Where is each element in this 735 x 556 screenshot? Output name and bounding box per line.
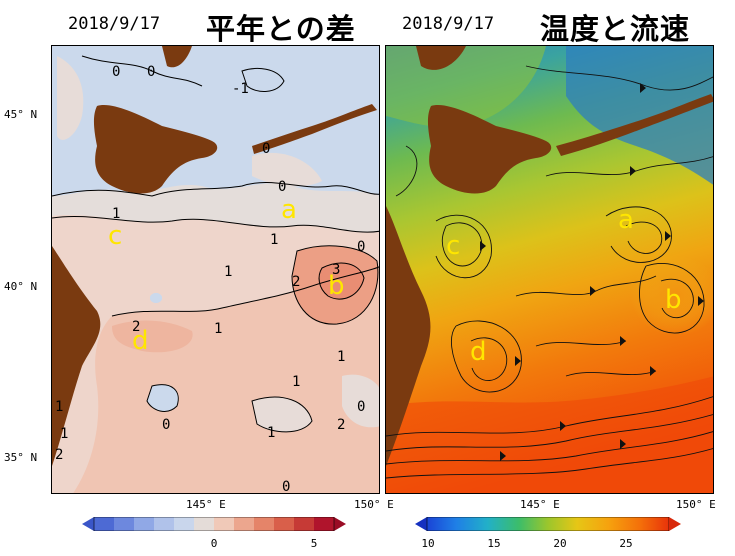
warm-area-level3-b <box>319 263 364 300</box>
region-label-b: b <box>665 285 682 315</box>
right-colorbar-tick-20: 20 <box>553 537 567 550</box>
contour-label: 1 <box>337 349 345 365</box>
region-label-d: d <box>470 337 487 367</box>
right-colorbar <box>415 517 681 531</box>
left-title: 平年との差 <box>206 12 356 46</box>
sakhalin-tip <box>416 46 466 70</box>
left-lon-label-145: 145° E <box>186 498 226 511</box>
hot-zone-south <box>386 376 713 493</box>
right-map-svg: a b c d <box>386 46 713 493</box>
right-date: 2018/9/17 <box>402 14 495 34</box>
right-temperature-map: a b c d <box>385 45 714 494</box>
left-lon-label-150: 150° E <box>354 498 394 511</box>
contour-label: 0 <box>282 479 290 494</box>
region-label-b: b <box>328 271 345 301</box>
region-label-a: a <box>618 205 634 235</box>
cold-patch-east <box>342 374 379 428</box>
right-colorbar-tick-25: 25 <box>619 537 633 550</box>
contour-label: -1 <box>232 81 249 97</box>
kuril-islands <box>252 104 377 154</box>
right-lon-label-145: 145° E <box>520 498 560 511</box>
region-label-c: c <box>108 221 122 251</box>
contour-label: 0 <box>162 417 170 433</box>
contour-label: 0 <box>357 399 365 415</box>
kuril-islands <box>556 94 713 156</box>
contour-label: 1 <box>292 374 300 390</box>
left-map-svg: 0 0 -1 0 0 1 1 1 2 3 2 1 1 1 0 1 1 2 2 0… <box>52 46 379 494</box>
contour-label: 0 <box>262 141 270 157</box>
contour-label: 1 <box>267 425 275 441</box>
right-colorbar-tick-10: 10 <box>421 537 435 550</box>
left-colorbar-tick-5: 5 <box>310 537 318 550</box>
left-lat-label-35: 35° N <box>4 451 38 464</box>
flow-arrows <box>480 83 704 461</box>
contour-label: 0 <box>112 64 120 80</box>
contour-label: 0 <box>357 239 365 255</box>
left-colorbar-tick-0: 0 <box>210 537 218 550</box>
cold-patch-southeast <box>252 397 312 432</box>
region-label-a: a <box>281 195 297 225</box>
right-colorbar-tick-15: 15 <box>487 537 501 550</box>
contour-label: 0 <box>147 64 155 80</box>
region-label-c: c <box>446 231 460 261</box>
contour-label: 2 <box>337 417 345 433</box>
left-anomaly-map: 0 0 -1 0 0 1 1 1 2 3 2 1 1 1 0 1 1 2 2 0… <box>51 45 380 494</box>
contour-label: 1 <box>270 232 278 248</box>
region-label-d: d <box>132 326 149 356</box>
honshu-landmass <box>386 206 431 466</box>
contour-label: 1 <box>224 264 232 280</box>
hokkaido-landmass <box>93 105 218 194</box>
contour-label: 1 <box>112 206 120 222</box>
contour-label: 1 <box>55 399 63 415</box>
contour-label: 2 <box>292 274 300 290</box>
honshu-landmass <box>52 246 101 466</box>
cold-patch-3 <box>150 293 162 303</box>
contour-label: 1 <box>60 426 68 442</box>
neutral-patch-1 <box>57 56 84 140</box>
contour-label: 2 <box>132 319 140 335</box>
left-colorbar <box>82 517 346 531</box>
hokkaido-landmass <box>427 105 552 194</box>
cold-patch-south <box>147 384 179 412</box>
contour-label: 1 <box>214 321 222 337</box>
neutral-patch-2 <box>252 152 322 187</box>
contour-label: 2 <box>55 447 63 463</box>
warm-area-west <box>112 320 193 353</box>
contour-label: 3 <box>332 262 340 278</box>
streamlines <box>386 65 713 479</box>
left-date: 2018/9/17 <box>68 14 161 34</box>
sakhalin-tip <box>162 46 192 68</box>
right-title: 温度と流速 <box>540 12 691 46</box>
left-lat-label-40: 40° N <box>4 280 38 293</box>
right-lon-label-150: 150° E <box>676 498 716 511</box>
contour-label: 0 <box>278 179 286 195</box>
anomaly-contours <box>52 55 379 433</box>
left-lat-label-45: 45° N <box>4 108 38 121</box>
cold-current-northeast <box>566 46 713 185</box>
